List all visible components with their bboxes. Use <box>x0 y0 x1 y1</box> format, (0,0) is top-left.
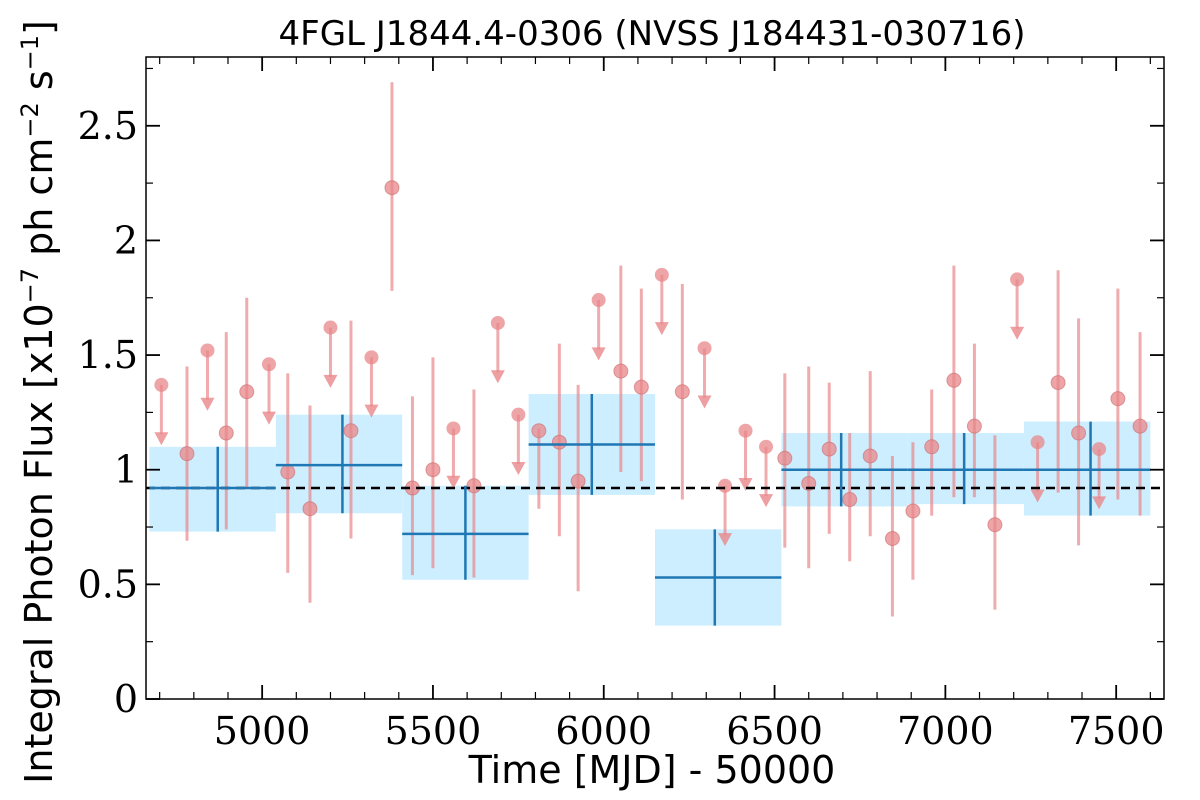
upper-limit-arrow-9 <box>654 322 669 336</box>
y-tick-label-5: 2.5 <box>78 104 138 148</box>
upper-limit-arrow-1 <box>200 397 215 411</box>
x-axis-label: Time [MJD] - 50000 <box>468 748 836 792</box>
upper-limit-point-8 <box>591 293 606 308</box>
y-axis-label-s: s <box>17 70 61 102</box>
upper-limit-arrow-6 <box>490 370 505 384</box>
upper-limit-point-5 <box>446 421 461 436</box>
detection-point-13 <box>613 363 629 379</box>
y-tick-labels: 0 0.5 1 1.5 2 2.5 <box>78 104 138 721</box>
detection-point-12 <box>570 473 586 489</box>
detection-point-1 <box>218 425 234 441</box>
upper-limit-arrow-10 <box>697 395 712 409</box>
ticks-layer <box>146 57 1164 700</box>
x-tick-label-5: 7500 <box>1068 709 1165 753</box>
points-layer <box>154 82 1148 617</box>
detection-point-23 <box>924 439 940 455</box>
detection-point-29 <box>1110 391 1126 407</box>
detection-point-5 <box>343 423 359 439</box>
detection-point-10 <box>531 423 547 439</box>
x-tick-label-4: 7000 <box>897 709 994 753</box>
y-axis-label-exp1: −7 <box>16 268 44 303</box>
y-tick-label-3: 1.5 <box>78 333 138 377</box>
detection-point-26 <box>987 517 1003 533</box>
upper-limit-point-0 <box>154 377 169 392</box>
y-axis-label-unit: ph cm <box>17 138 61 268</box>
upper-limit-point-10 <box>697 341 712 356</box>
upper-limit-point-7 <box>511 407 526 422</box>
detection-point-30 <box>1132 418 1148 434</box>
x-tick-label-2: 6000 <box>555 709 652 753</box>
bin-markers-layer <box>149 394 1151 626</box>
chart-title: 4FGL J1844.4-0306 (NVSS J184431-030716) <box>279 14 1026 54</box>
upper-limit-point-6 <box>490 315 505 330</box>
detection-point-20 <box>862 448 878 464</box>
upper-limit-point-15 <box>1030 435 1045 450</box>
x-tick-label-1: 5500 <box>385 709 482 753</box>
upper-limit-arrow-5 <box>446 475 461 489</box>
upper-limit-arrow-14 <box>1010 326 1025 340</box>
detection-point-15 <box>674 384 690 400</box>
y-axis-label-main: Integral Photon Flux [x10 <box>17 303 61 784</box>
upper-limit-arrow-2 <box>261 411 276 425</box>
detection-point-9 <box>466 478 482 494</box>
detection-point-6 <box>384 180 400 196</box>
upper-limit-point-16 <box>1092 442 1107 457</box>
y-axis-label-exp2: −2 <box>16 102 44 137</box>
y-tick-label-2: 1 <box>114 448 138 492</box>
upper-limit-arrow-15 <box>1030 489 1045 503</box>
detection-point-27 <box>1050 375 1066 391</box>
detection-point-0 <box>179 446 195 462</box>
detection-point-4 <box>302 501 318 517</box>
detection-point-8 <box>425 462 441 478</box>
upper-limit-point-14 <box>1010 272 1025 287</box>
upper-limit-point-13 <box>759 439 774 454</box>
upper-limit-point-2 <box>261 357 276 372</box>
detection-point-19 <box>842 492 858 508</box>
y-tick-label-4: 2 <box>114 218 138 262</box>
detection-point-14 <box>633 379 649 395</box>
upper-limit-arrow-12 <box>738 478 753 492</box>
x-tick-labels: 5000 5500 6000 6500 7000 7500 <box>214 709 1165 753</box>
detection-point-2 <box>239 384 255 400</box>
upper-limit-arrow-8 <box>591 347 606 361</box>
upper-limit-arrow-7 <box>511 462 526 476</box>
detection-point-11 <box>551 434 567 450</box>
bins-layer <box>149 394 1151 626</box>
upper-limit-point-11 <box>718 478 733 493</box>
upper-limit-arrow-3 <box>323 374 338 388</box>
y-axis-label: Integral Photon Flux [x10−7 ph cm−2 s−1] <box>16 20 61 784</box>
plot-frame <box>145 56 1165 700</box>
detection-point-18 <box>821 441 837 457</box>
y-axis-label-end: ] <box>17 20 61 35</box>
detection-point-28 <box>1071 425 1087 441</box>
detection-point-3 <box>280 464 296 480</box>
upper-limit-arrow-11 <box>718 533 733 547</box>
upper-limit-point-12 <box>738 423 753 438</box>
y-tick-label-1: 0.5 <box>78 562 138 606</box>
x-tick-label-3: 6500 <box>726 709 823 753</box>
detection-point-25 <box>966 418 982 434</box>
detection-point-22 <box>905 503 921 519</box>
y-axis-label-exp3: −1 <box>16 35 44 70</box>
upper-limit-point-1 <box>200 343 215 358</box>
upper-limit-point-4 <box>364 350 379 365</box>
upper-limit-arrow-13 <box>759 494 774 508</box>
x-tick-label-0: 5000 <box>214 709 311 753</box>
detection-point-21 <box>884 531 900 546</box>
detection-point-16 <box>777 450 793 466</box>
detection-point-24 <box>946 372 962 388</box>
upper-limit-arrow-0 <box>154 432 169 446</box>
upper-limit-arrow-4 <box>364 404 379 418</box>
upper-limit-point-9 <box>654 267 669 282</box>
y-tick-label-0: 0 <box>114 677 138 721</box>
upper-limit-point-3 <box>323 320 338 335</box>
upper-limit-arrow-16 <box>1092 496 1107 510</box>
